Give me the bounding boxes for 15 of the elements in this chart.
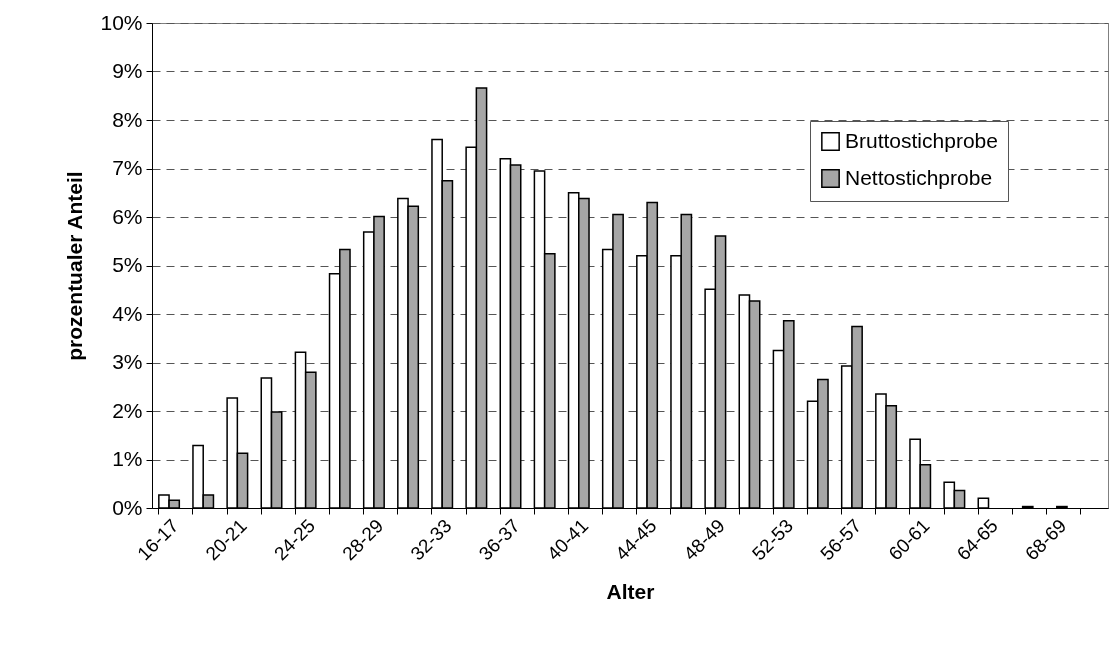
y-tick-label: 0%	[112, 495, 143, 519]
y-tick-label: 5%	[112, 253, 143, 276]
y-tick-label: 2%	[112, 398, 143, 422]
y-tick-label: 4%	[112, 301, 143, 325]
legend-label: Bruttostichprobe	[845, 128, 998, 152]
y-tick-label: 9%	[112, 59, 143, 82]
y-tick-label: 6%	[112, 204, 143, 228]
y-tick-label: 1%	[112, 447, 143, 470]
y-axis-title: prozentualer Anteil	[63, 171, 87, 361]
y-tick-label: 8%	[112, 107, 143, 131]
y-tick-label: 7%	[112, 156, 143, 179]
x-axis-title: Alter	[606, 580, 655, 604]
legend-label: Nettostichprobe	[845, 165, 993, 189]
y-tick-label: 3%	[112, 350, 143, 373]
y-tick-label: 10%	[100, 10, 143, 34]
